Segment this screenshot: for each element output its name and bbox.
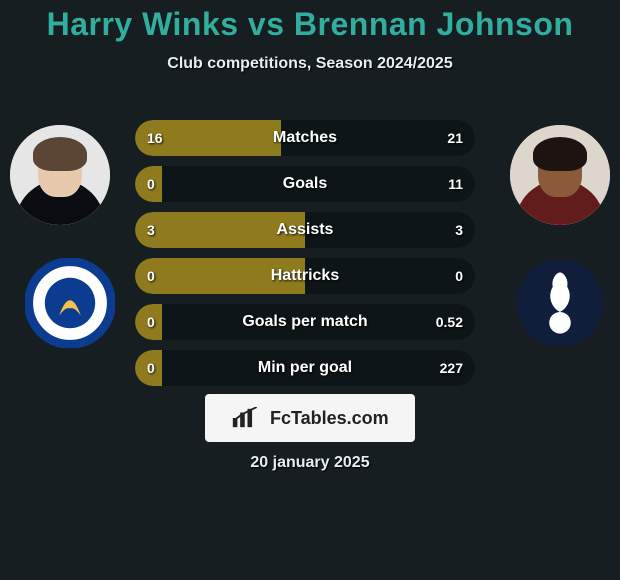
player-right-avatar bbox=[510, 125, 610, 225]
avatar-hair bbox=[533, 137, 587, 171]
stat-row: 011Goals bbox=[135, 166, 475, 202]
stat-bar-left bbox=[135, 120, 281, 156]
subtitle: Club competitions, Season 2024/2025 bbox=[0, 55, 620, 73]
bars-icon bbox=[231, 407, 268, 429]
stat-bar-left bbox=[135, 212, 305, 248]
club-right-crest bbox=[515, 258, 605, 348]
source-logo-card: FcTables.com bbox=[205, 394, 415, 442]
stat-bar-left bbox=[135, 304, 162, 340]
club-left-crest bbox=[25, 258, 115, 348]
page-title: Harry Winks vs Brennan Johnson bbox=[0, 0, 620, 43]
stat-bar-right bbox=[281, 120, 475, 156]
stat-bar-right bbox=[305, 258, 475, 294]
stat-row: 1621Matches bbox=[135, 120, 475, 156]
stat-bar-left bbox=[135, 166, 162, 202]
stat-bar-left bbox=[135, 350, 162, 386]
stat-bar-right bbox=[162, 304, 475, 340]
stat-bar-left bbox=[135, 258, 305, 294]
stat-row: 0227Min per goal bbox=[135, 350, 475, 386]
stat-bar-right bbox=[305, 212, 475, 248]
stat-row: 00.52Goals per match bbox=[135, 304, 475, 340]
stat-bar-right bbox=[162, 350, 475, 386]
player-left-avatar bbox=[10, 125, 110, 225]
date-label: 20 january 2025 bbox=[0, 454, 620, 472]
source-logo-text: FcTables.com bbox=[270, 408, 389, 429]
stat-row: 33Assists bbox=[135, 212, 475, 248]
avatar-hair bbox=[33, 137, 87, 171]
stat-row: 00Hattricks bbox=[135, 258, 475, 294]
stat-bar-right bbox=[162, 166, 475, 202]
stats-bars: 1621Matches 011Goals 33Assists 00Hattricks 0… bbox=[135, 120, 475, 396]
